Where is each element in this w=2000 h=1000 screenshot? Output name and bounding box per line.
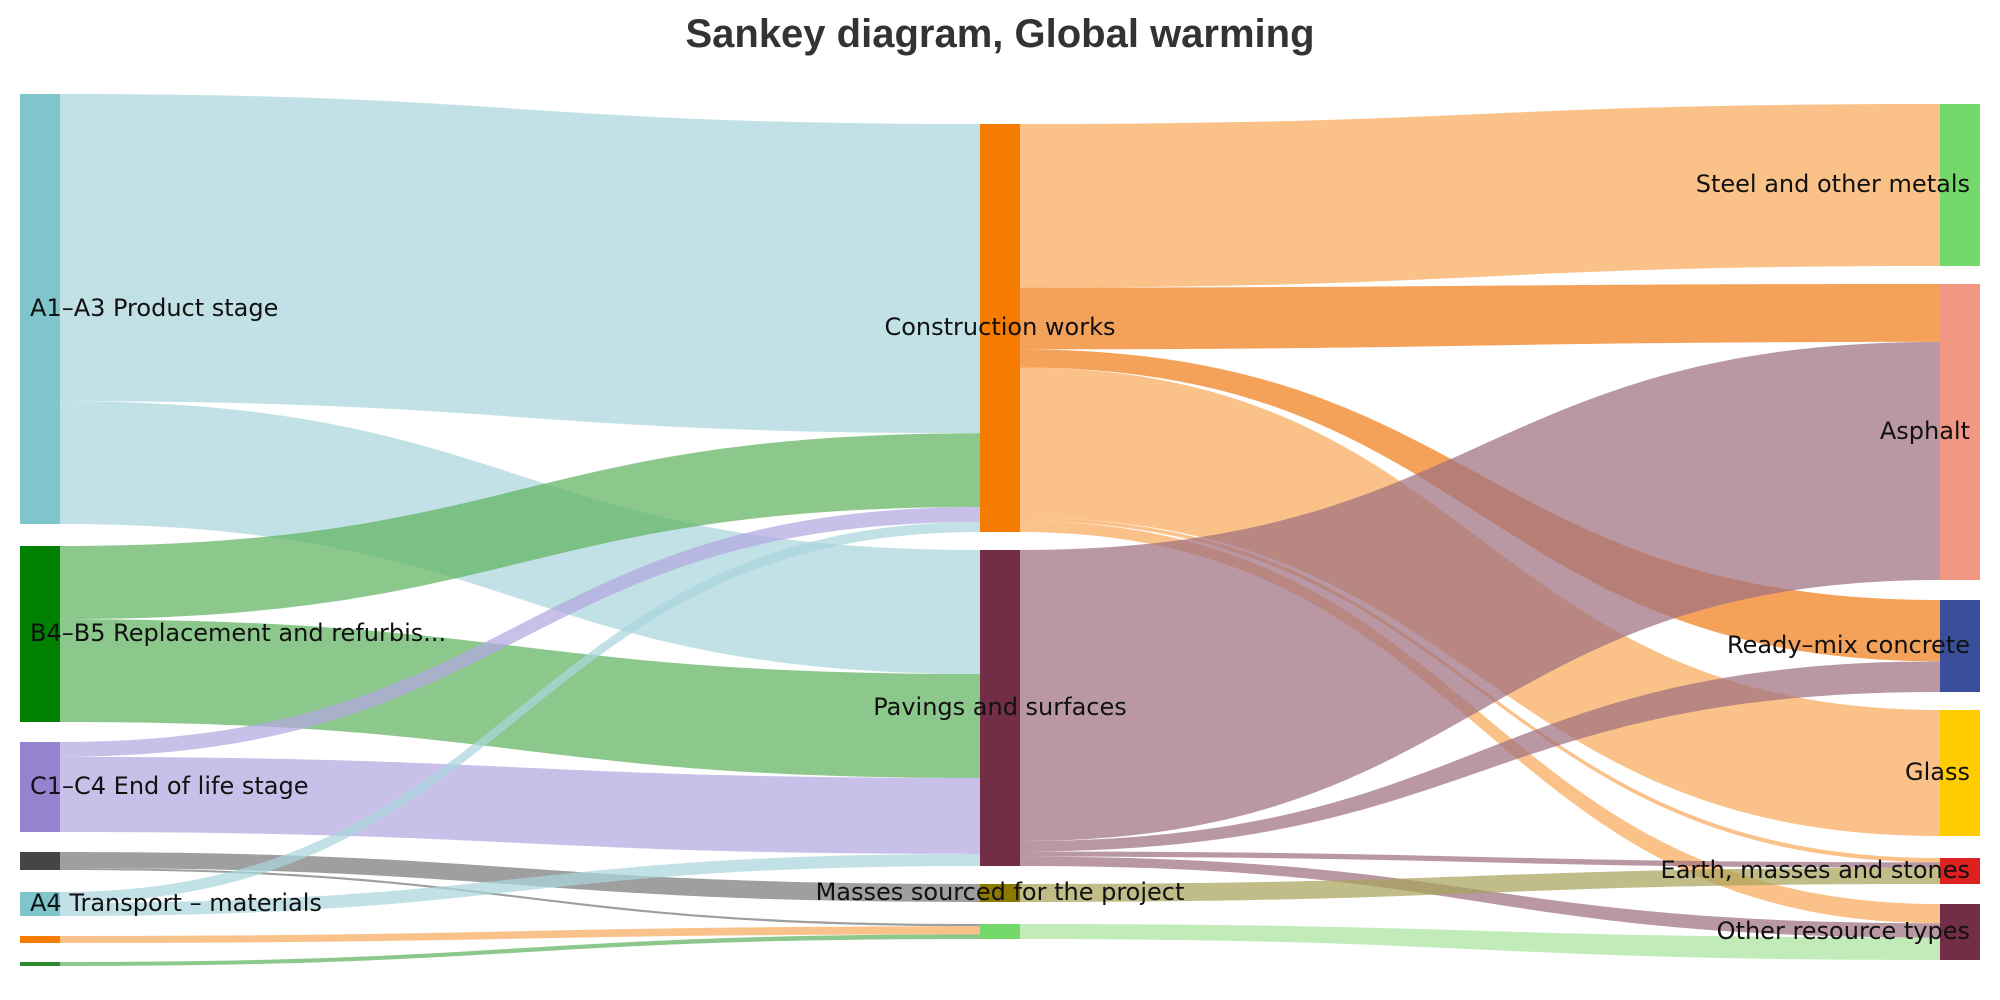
sankey-link-pavings-to-earth[interactable] bbox=[1020, 851, 1940, 868]
sankey-node-masses[interactable] bbox=[980, 884, 1020, 902]
sankey-node-b4b5[interactable] bbox=[20, 546, 60, 722]
sankey-node-label-glass: Glass bbox=[1905, 758, 1970, 786]
sankey-node-light_green_mid[interactable] bbox=[980, 924, 1020, 939]
sankey-node-label-c1c4: C1–C4 End of life stage bbox=[30, 772, 308, 800]
nodes-layer bbox=[20, 94, 1980, 966]
sankey-node-label-a4: A4 Transport – materials bbox=[30, 889, 322, 917]
sankey-link-orange_small-to-light_green_mid[interactable] bbox=[60, 926, 980, 943]
sankey-node-label-masses: Masses sourced for the project bbox=[816, 878, 1185, 906]
links-layer bbox=[60, 94, 1940, 966]
sankey-link-dark-to-light_green_mid[interactable] bbox=[60, 868, 980, 927]
sankey-link-a1a3-to-construction[interactable] bbox=[60, 94, 980, 434]
sankey-node-label-steel: Steel and other metals bbox=[1696, 170, 1970, 198]
sankey-node-pavings[interactable] bbox=[980, 550, 1020, 866]
sankey-link-pavings-to-asphalt[interactable] bbox=[1020, 341, 1940, 842]
sankey-node-other[interactable] bbox=[1940, 904, 1980, 960]
sankey-node-label-concrete: Ready–mix concrete bbox=[1727, 631, 1970, 659]
sankey-node-label-earth: Earth, masses and stones bbox=[1661, 856, 1970, 884]
sankey-link-c1c4-to-pavings[interactable] bbox=[60, 756, 980, 854]
sankey-link-b4b5-to-construction[interactable] bbox=[60, 433, 980, 620]
sankey-node-c1c4[interactable] bbox=[20, 742, 60, 832]
sankey-node-a4[interactable] bbox=[20, 892, 60, 916]
sankey-node-a1a3[interactable] bbox=[20, 94, 60, 524]
sankey-link-pavings-to-concrete[interactable] bbox=[1020, 661, 1940, 852]
sankey-node-asphalt[interactable] bbox=[1940, 284, 1980, 580]
sankey-node-orange_small[interactable] bbox=[20, 936, 60, 943]
sankey-link-masses-to-earth[interactable] bbox=[1020, 867, 1940, 902]
sankey-node-label-other: Other resource types bbox=[1717, 917, 1970, 945]
sankey-link-pavings-to-other[interactable] bbox=[1020, 856, 1940, 938]
sankey-node-label-construction: Construction works bbox=[884, 313, 1115, 341]
sankey-node-label-pavings: Pavings and surfaces bbox=[873, 693, 1127, 721]
sankey-link-construction-to-steel[interactable] bbox=[1020, 104, 1940, 288]
sankey-node-earth[interactable] bbox=[1940, 858, 1980, 884]
sankey-node-label-b4b5: B4–B5 Replacement and refurbis... bbox=[30, 619, 446, 647]
sankey-link-a4-to-pavings[interactable] bbox=[60, 854, 980, 916]
sankey-node-label-a1a3: A1–A3 Product stage bbox=[30, 294, 278, 322]
sankey-link-b4b5-to-pavings[interactable] bbox=[60, 619, 980, 778]
sankey-link-a4-to-construction[interactable] bbox=[60, 522, 980, 903]
chart-title: Sankey diagram, Global warming bbox=[685, 12, 1315, 56]
sankey-node-glass[interactable] bbox=[1940, 710, 1980, 836]
sankey-node-green_small[interactable] bbox=[20, 962, 60, 966]
sankey-link-dark-to-masses[interactable] bbox=[60, 852, 980, 902]
labels-layer: A1–A3 Product stage B4–B5 Replacement and… bbox=[30, 170, 1970, 945]
sankey-link-construction-to-asphalt[interactable] bbox=[1020, 284, 1940, 350]
sankey-link-c1c4-to-construction[interactable] bbox=[60, 507, 980, 757]
sankey-node-steel[interactable] bbox=[1940, 104, 1980, 266]
sankey-node-label-asphalt: Asphalt bbox=[1880, 417, 1970, 445]
sankey-node-concrete[interactable] bbox=[1940, 600, 1980, 692]
sankey-link-green_small-to-light_green_mid[interactable] bbox=[60, 934, 980, 966]
sankey-node-construction[interactable] bbox=[980, 124, 1020, 532]
sankey-link-construction-to-other[interactable] bbox=[1020, 521, 1940, 924]
sankey-node-dark[interactable] bbox=[20, 852, 60, 870]
sankey-link-light_green_mid-to-other[interactable] bbox=[1020, 924, 1940, 960]
